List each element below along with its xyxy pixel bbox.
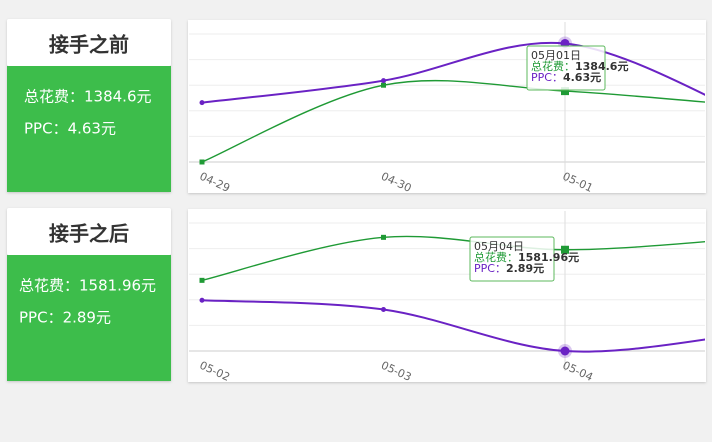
tooltip-value: 4.63元 — [563, 71, 601, 84]
card-title: 接手之后 — [49, 222, 129, 246]
tooltip-box — [526, 45, 606, 91]
card-line: 总花费：1384.6元 — [24, 88, 152, 106]
card-header — [7, 208, 171, 255]
tooltip-value: 1581.96元 — [518, 251, 579, 264]
line-series — [201, 299, 705, 353]
chart-panel — [188, 20, 706, 193]
tooltip-date: 05月04日 — [474, 240, 524, 253]
tooltip-value: 2.89元 — [506, 262, 544, 275]
tooltip-item: PPC：2.89元 — [474, 262, 544, 275]
tooltip-box — [469, 236, 555, 282]
point — [199, 100, 205, 106]
point — [381, 306, 386, 312]
card-header — [7, 19, 171, 66]
card — [7, 208, 171, 381]
card-title: 接手之前 — [49, 33, 129, 57]
point — [199, 277, 205, 283]
chart-panel — [188, 209, 706, 382]
tooltip-date: 05月01日 — [531, 49, 581, 62]
plot — [189, 22, 705, 182]
tooltip-label: PPC： — [474, 262, 506, 275]
point — [381, 78, 386, 84]
tooltip-item: PPC：4.63元 — [531, 71, 601, 84]
card-line: PPC：2.89元 — [19, 309, 111, 327]
card-body — [7, 66, 171, 192]
point — [561, 245, 569, 254]
card-line: 总花费：1581.96元 — [19, 277, 156, 295]
tooltip-label: 总花费： — [531, 59, 575, 73]
point — [560, 346, 570, 356]
tooltip-label: PPC： — [531, 71, 563, 84]
line-series — [201, 41, 705, 104]
point — [381, 82, 386, 88]
point — [199, 159, 205, 165]
tooltip-item: 总花费：1581.96元 — [474, 250, 579, 264]
point — [381, 234, 386, 240]
point — [199, 297, 205, 303]
line-series — [201, 79, 705, 163]
tooltip-label: 总花费： — [474, 250, 518, 264]
card-body — [7, 255, 171, 381]
card — [7, 19, 171, 192]
tooltip-item: 总花费：1384.6元 — [531, 59, 628, 73]
point — [561, 87, 569, 96]
card-line: PPC：4.63元 — [24, 120, 116, 138]
tooltip-value: 1384.6元 — [575, 60, 628, 73]
